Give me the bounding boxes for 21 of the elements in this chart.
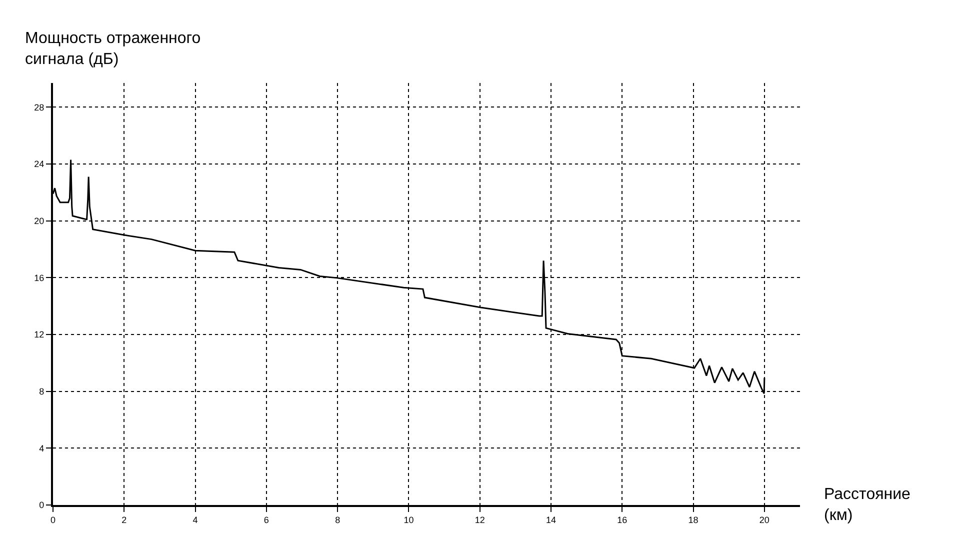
x-tick-label: 12 xyxy=(474,514,485,525)
x-tick-label: 6 xyxy=(264,514,269,525)
x-axis-title: Расстояние (км) xyxy=(824,486,911,524)
y-tick-label: 24 xyxy=(34,159,44,170)
x-tick-label: 20 xyxy=(759,514,770,525)
x-tick-label: 2 xyxy=(122,514,127,525)
y-tick-label: 0 xyxy=(39,500,44,510)
x-tick-label: 16 xyxy=(617,514,628,525)
x-tick-label: 10 xyxy=(404,514,414,525)
y-tick-label: 28 xyxy=(34,102,44,112)
y-axis-title: Мощность отраженного сигнала (дБ) xyxy=(25,30,201,68)
y-tick-label: 20 xyxy=(34,216,44,226)
x-tick-label: 14 xyxy=(546,514,556,525)
x-tick-label: 0 xyxy=(50,514,56,525)
x-tick-label: 4 xyxy=(192,514,198,525)
y-tick-label: 16 xyxy=(34,272,44,283)
y-tick-label: 12 xyxy=(34,330,44,340)
x-tick-label: 8 xyxy=(335,514,340,525)
x-tick-label: 18 xyxy=(688,514,698,525)
y-tick-label: 8 xyxy=(39,386,44,396)
y-tick-label: 4 xyxy=(39,443,44,454)
